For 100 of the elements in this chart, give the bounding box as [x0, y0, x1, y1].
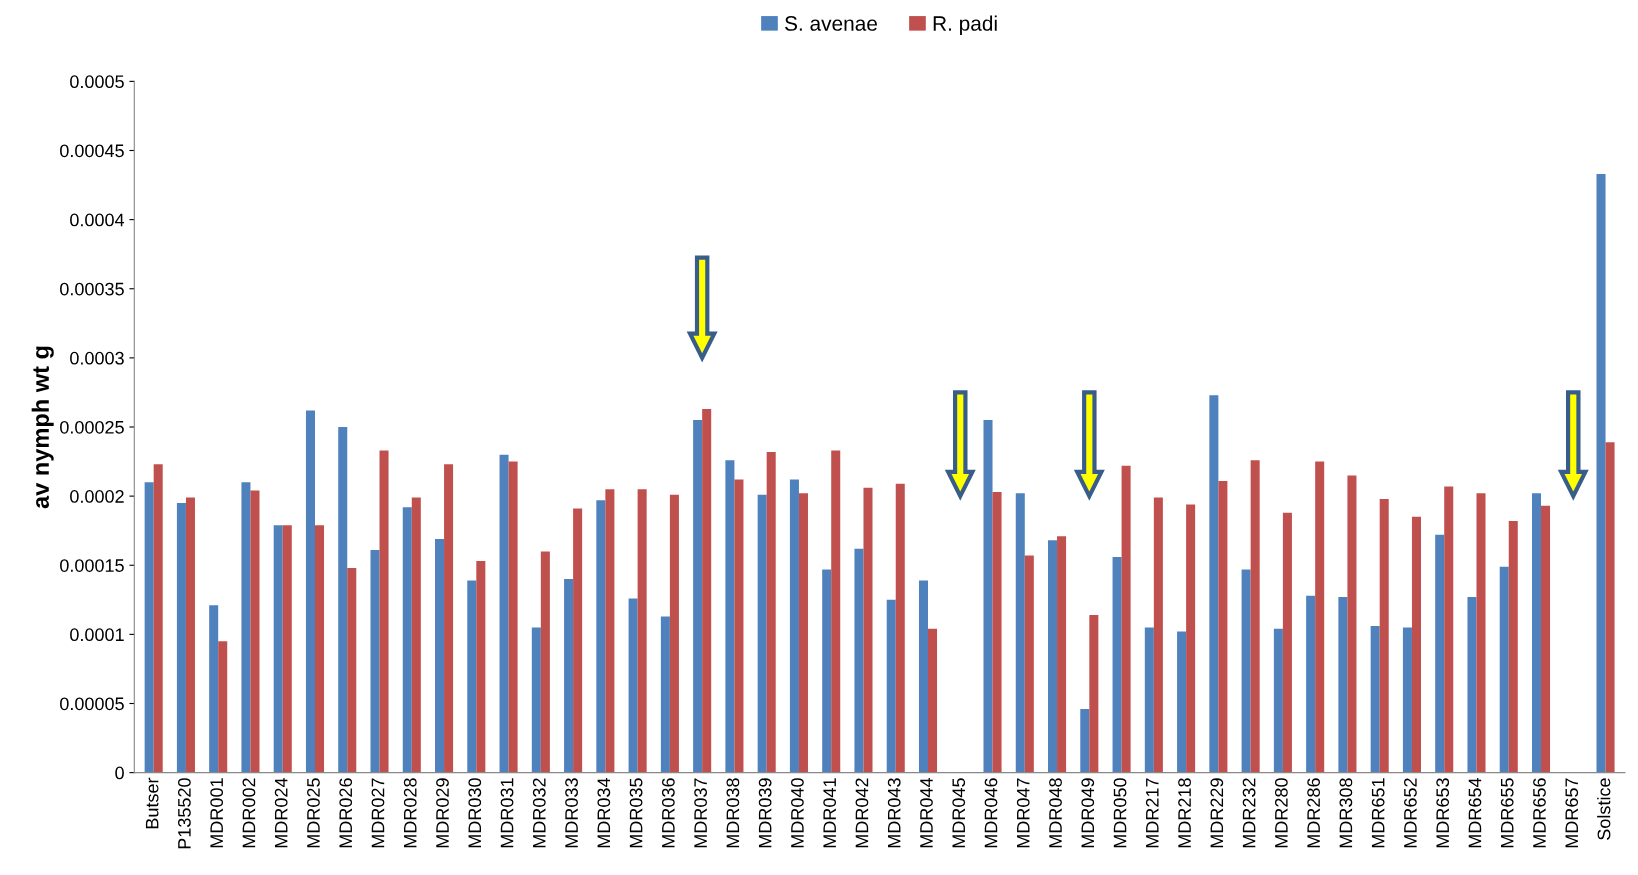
bar	[734, 479, 744, 773]
bar	[1024, 555, 1034, 773]
bar	[831, 450, 841, 773]
y-axis-title: av nymph wt g	[31, 346, 54, 509]
bar	[605, 489, 615, 773]
bar	[305, 410, 315, 773]
bar	[338, 427, 348, 773]
bar	[499, 454, 509, 773]
x-tick-label: MDR036	[661, 778, 675, 848]
bar	[153, 464, 163, 773]
bar	[789, 479, 799, 773]
bar	[693, 420, 703, 773]
bar	[1541, 505, 1551, 773]
bar	[531, 627, 541, 773]
x-tick-label: Butser	[145, 777, 159, 829]
x-tick-label: MDR025	[307, 778, 320, 848]
bar	[508, 461, 518, 773]
bar	[379, 450, 389, 773]
x-tick-label: MDR041	[823, 778, 837, 848]
bar	[435, 538, 445, 773]
bar	[1370, 626, 1380, 773]
bar	[863, 487, 873, 773]
x-tick-label: MDR047	[1016, 778, 1030, 848]
y-tick-label: 0.0002	[70, 490, 124, 503]
bar	[1177, 631, 1187, 773]
x-tick-label: MDR042	[855, 778, 869, 848]
x-tick-label: MDR308	[1339, 778, 1353, 848]
bar	[314, 525, 325, 773]
bar	[1411, 516, 1421, 773]
y-tick-label: 0.0001	[70, 628, 124, 642]
bar	[1444, 486, 1454, 773]
bar	[1499, 566, 1509, 773]
bar	[766, 451, 776, 773]
y-tick-label: 0.0004	[70, 213, 125, 227]
y-tick-label: 0.0005	[70, 75, 124, 89]
bar	[209, 605, 219, 773]
x-tick-label: MDR044	[920, 778, 933, 848]
bar	[467, 580, 477, 773]
bar	[1273, 628, 1283, 773]
y-tick-label: 0.0003	[70, 351, 124, 365]
x-tick-label: MDR046	[984, 778, 998, 848]
x-tick-label: MDR049	[1081, 778, 1095, 848]
bar	[918, 580, 928, 773]
x-tick-label: MDR218	[1178, 778, 1191, 848]
x-tick-label: MDR002	[242, 778, 256, 848]
bar	[1112, 556, 1122, 773]
bar	[822, 569, 832, 773]
bar	[637, 489, 647, 773]
y-tick-label: 0.00015	[60, 559, 124, 572]
bar	[1596, 174, 1606, 773]
bar	[1241, 569, 1251, 773]
bar	[540, 551, 550, 773]
bar	[1209, 395, 1219, 773]
bar	[144, 482, 154, 773]
x-tick-label: MDR286	[1307, 778, 1321, 848]
x-tick-label: MDR656	[1533, 778, 1546, 848]
x-tick-label: MDR035	[629, 778, 643, 848]
x-tick-label: MDR043	[887, 778, 901, 848]
bar	[218, 641, 228, 773]
x-tick-label: MDR038	[726, 778, 740, 848]
bar	[1121, 465, 1131, 773]
bar	[273, 525, 283, 773]
x-tick-label: MDR039	[758, 778, 772, 848]
bar	[660, 616, 670, 773]
bar	[185, 497, 195, 773]
bar	[1476, 493, 1486, 773]
bar	[886, 599, 896, 773]
bar	[564, 579, 574, 773]
bar	[702, 409, 712, 773]
x-tick-label: MDR217	[1145, 778, 1159, 848]
x-tick-label: MDR280	[1274, 778, 1288, 848]
x-tick-label: MDR654	[1468, 778, 1482, 848]
bar	[628, 598, 638, 773]
x-tick-label: MDR027	[371, 778, 385, 848]
bar	[895, 483, 905, 773]
x-tick-label: MDR032	[532, 778, 546, 848]
bar	[757, 494, 767, 773]
bar	[983, 420, 993, 773]
bar	[347, 568, 357, 773]
x-tick-label: MDR651	[1371, 778, 1385, 848]
bar	[241, 482, 251, 773]
bar	[444, 464, 454, 773]
bar	[402, 507, 412, 773]
x-tick-label: MDR232	[1242, 778, 1256, 848]
bar	[1057, 536, 1067, 773]
bar	[1282, 512, 1292, 773]
bar	[1048, 540, 1058, 773]
y-tick-label: 0.00045	[60, 144, 124, 158]
bar	[798, 493, 808, 773]
bar	[725, 460, 735, 773]
x-tick-label: MDR040	[791, 778, 804, 848]
bar	[573, 508, 583, 773]
x-tick-label: MDR031	[500, 778, 514, 848]
bar	[176, 503, 186, 773]
y-tick-label: 0.00035	[60, 282, 124, 296]
x-tick-label: MDR001	[210, 778, 224, 848]
bar	[1218, 480, 1228, 773]
x-tick-label: Solstice	[1597, 778, 1611, 840]
bar	[1080, 709, 1090, 773]
x-tick-label: MDR028	[403, 778, 417, 848]
